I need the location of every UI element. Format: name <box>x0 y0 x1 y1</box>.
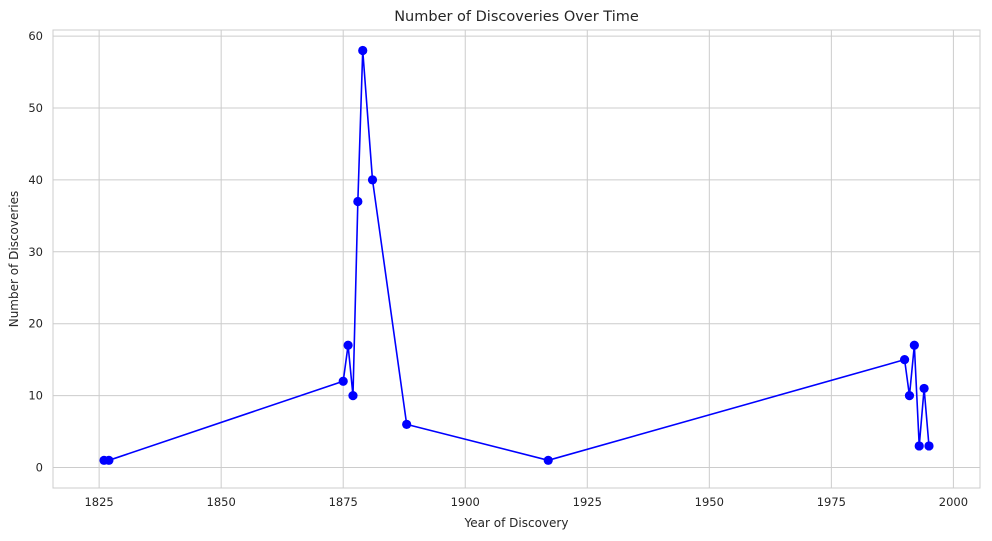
y-tick-label: 30 <box>28 245 43 259</box>
x-tick-label: 1975 <box>817 495 846 509</box>
y-tick-label: 60 <box>28 29 43 43</box>
y-tick-label: 50 <box>28 101 43 115</box>
x-tick-label: 2000 <box>939 495 968 509</box>
x-tick-label: 1850 <box>207 495 236 509</box>
data-point <box>343 340 353 350</box>
grid-lines <box>53 30 980 488</box>
x-tick-label: 1875 <box>329 495 358 509</box>
x-tick-label: 1900 <box>451 495 480 509</box>
chart-title: Number of Discoveries Over Time <box>394 9 639 25</box>
y-axis-label: Number of Discoveries <box>7 191 21 328</box>
y-tick-label: 0 <box>36 461 43 475</box>
data-point <box>353 196 363 207</box>
data-point <box>543 455 553 465</box>
data-point <box>358 45 368 56</box>
data-point <box>909 340 919 350</box>
x-tick-label: 1825 <box>84 495 113 509</box>
x-tick-label: 1925 <box>573 495 602 509</box>
data-point <box>402 419 412 429</box>
data-point <box>348 391 358 401</box>
tick-labels: 1825 1850 1875 1900 1925 1950 1975 2000 0 10 20 30 4… <box>28 29 968 509</box>
data-point <box>899 355 910 365</box>
series-line <box>104 49 930 462</box>
x-tick-label: 1950 <box>695 495 724 509</box>
y-tick-label: 40 <box>28 173 43 187</box>
x-axis-label: Year of Discovery <box>464 516 569 530</box>
data-point <box>914 441 924 451</box>
series-layer <box>99 45 934 465</box>
data-point <box>904 391 915 401</box>
plot-frame <box>52 29 981 489</box>
data-point <box>919 383 929 394</box>
y-tick-label: 20 <box>28 317 43 331</box>
y-tick-label: 10 <box>28 389 43 403</box>
data-point <box>104 455 114 465</box>
data-point <box>924 441 934 451</box>
data-point <box>367 175 378 185</box>
data-point <box>338 376 348 386</box>
